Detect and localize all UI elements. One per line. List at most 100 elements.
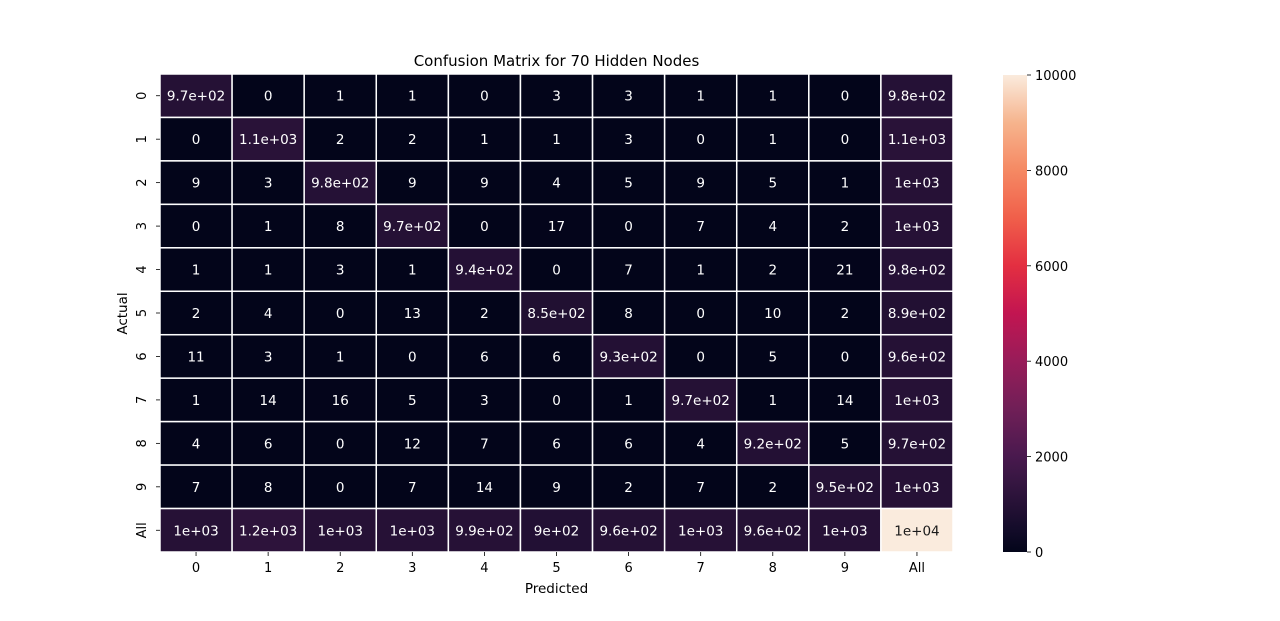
cell-value-label: 9.6e+02 <box>888 349 946 365</box>
heatmap-cell <box>375 333 450 379</box>
cell-value-label: 1e+03 <box>894 393 939 409</box>
cell-value-label: 4 <box>264 306 273 322</box>
x-axis-ticks: 0 1 2 3 4 5 6 7 8 9 All <box>192 552 925 576</box>
cell-value-label: 6 <box>552 436 561 452</box>
cell-value-label: 1e+03 <box>318 523 363 539</box>
cell-value-label: 1 <box>264 263 273 279</box>
heatmap-cell <box>735 464 810 510</box>
x-tick-label: 6 <box>624 561 632 576</box>
colorbar-ticks: 0 2000 4000 6000 8000 10000 <box>1027 69 1076 561</box>
x-tick-label: 1 <box>264 561 272 576</box>
cell-value-label: 4 <box>192 436 201 452</box>
heatmap-cell <box>663 333 738 379</box>
cell-value-label: 1e+04 <box>894 523 939 539</box>
heatmap-cell <box>880 290 954 336</box>
cell-value-label: 1.1e+03 <box>239 132 297 148</box>
cell-value-label: 11 <box>187 349 204 365</box>
heatmap-cell <box>303 464 378 510</box>
heatmap-cell <box>880 507 954 553</box>
heatmap-cell <box>519 464 594 510</box>
cell-value-label: 8 <box>624 306 633 322</box>
heatmap-cells: 9.7e+02 0 1 1 0 3 3 1 1 0 9.8e+020 1.1e+03 2 2 1 1 3 0 1 0 1… <box>159 73 954 553</box>
x-tick-label: All <box>909 561 925 576</box>
cell-value-label: 9.7e+02 <box>672 393 730 409</box>
colorbar-tick-label: 10000 <box>1035 69 1076 84</box>
cell-value-label: 2 <box>408 132 417 148</box>
heatmap-cell <box>231 507 305 553</box>
cell-value-label: 1e+03 <box>390 523 435 539</box>
heatmap-cell <box>880 203 954 249</box>
cell-value-label: 1 <box>768 89 777 105</box>
cell-value-label: 2 <box>624 480 633 496</box>
heatmap-cell <box>519 116 594 162</box>
cell-value-label: 4 <box>552 176 561 192</box>
y-tick-label: 6 <box>135 352 150 360</box>
cell-value-label: 14 <box>476 480 493 496</box>
heatmap-cell <box>159 160 233 206</box>
cell-value-label: 1 <box>336 349 345 365</box>
cell-value-label: 1 <box>192 263 201 279</box>
heatmap-cell <box>591 333 666 379</box>
y-tick-label: 4 <box>135 265 150 273</box>
cell-value-label: 0 <box>192 219 201 235</box>
x-tick-label: 2 <box>336 561 344 576</box>
heatmap-cell <box>231 333 305 379</box>
colorbar-tick-label: 4000 <box>1035 355 1068 370</box>
heatmap-cell <box>159 247 233 293</box>
heatmap-cell <box>231 73 305 119</box>
heatmap-cell <box>808 116 882 162</box>
cell-value-label: 9e+02 <box>534 523 579 539</box>
cell-value-label: 1e+03 <box>894 480 939 496</box>
cell-value-label: 16 <box>332 393 349 409</box>
cell-value-label: 4 <box>696 436 705 452</box>
x-tick-label: 4 <box>480 561 488 576</box>
heatmap-cell <box>159 116 233 162</box>
cell-value-label: 9.7e+02 <box>167 89 225 105</box>
x-axis-label: Predicted <box>525 581 588 597</box>
y-tick-label: 7 <box>135 396 150 404</box>
heatmap-cell <box>519 247 594 293</box>
cell-value-label: 8 <box>336 219 345 235</box>
cell-value-label: 14 <box>836 393 853 409</box>
heatmap-cell <box>735 247 810 293</box>
heatmap-cell <box>519 507 594 553</box>
cell-value-label: 0 <box>624 219 633 235</box>
cell-value-label: 5 <box>841 436 850 452</box>
cell-value-label: 3 <box>336 263 345 279</box>
x-tick-label: 8 <box>769 561 777 576</box>
cell-value-label: 0 <box>336 480 345 496</box>
colorbar-tick-label: 0 <box>1035 546 1043 561</box>
y-tick-label: 9 <box>135 483 150 491</box>
heatmap-cell <box>519 333 594 379</box>
heatmap-cell <box>447 464 522 510</box>
cell-value-label: 9.7e+02 <box>383 219 441 235</box>
heatmap-cell <box>663 116 738 162</box>
colorbar-tick-label: 8000 <box>1035 164 1068 179</box>
heatmap-cell <box>880 333 954 379</box>
cell-value-label: 1 <box>768 132 777 148</box>
y-tick-label: 2 <box>135 178 150 186</box>
cell-value-label: 3 <box>624 132 633 148</box>
cell-value-label: 0 <box>480 219 489 235</box>
cell-value-label: 9.2e+02 <box>744 436 802 452</box>
cell-value-label: 3 <box>264 349 273 365</box>
cell-value-label: 1e+03 <box>678 523 723 539</box>
cell-value-label: 7 <box>696 219 705 235</box>
cell-value-label: 0 <box>841 349 850 365</box>
heatmap-cell <box>303 420 378 466</box>
heatmap-cell <box>663 73 738 119</box>
cell-value-label: 1 <box>480 132 489 148</box>
cell-value-label: 6 <box>264 436 273 452</box>
cell-value-label: 0 <box>408 349 417 365</box>
cell-value-label: 2 <box>480 306 489 322</box>
cell-value-label: 2 <box>768 263 777 279</box>
heatmap-cell <box>231 247 305 293</box>
cell-value-label: 0 <box>841 132 850 148</box>
cell-value-label: 1 <box>264 219 273 235</box>
cell-value-label: 9.5e+02 <box>816 480 874 496</box>
y-tick-label: 5 <box>135 309 150 317</box>
cell-value-label: 2 <box>336 132 345 148</box>
x-tick-label: 9 <box>841 561 849 576</box>
chart-title: Confusion Matrix for 70 Hidden Nodes <box>414 52 700 70</box>
